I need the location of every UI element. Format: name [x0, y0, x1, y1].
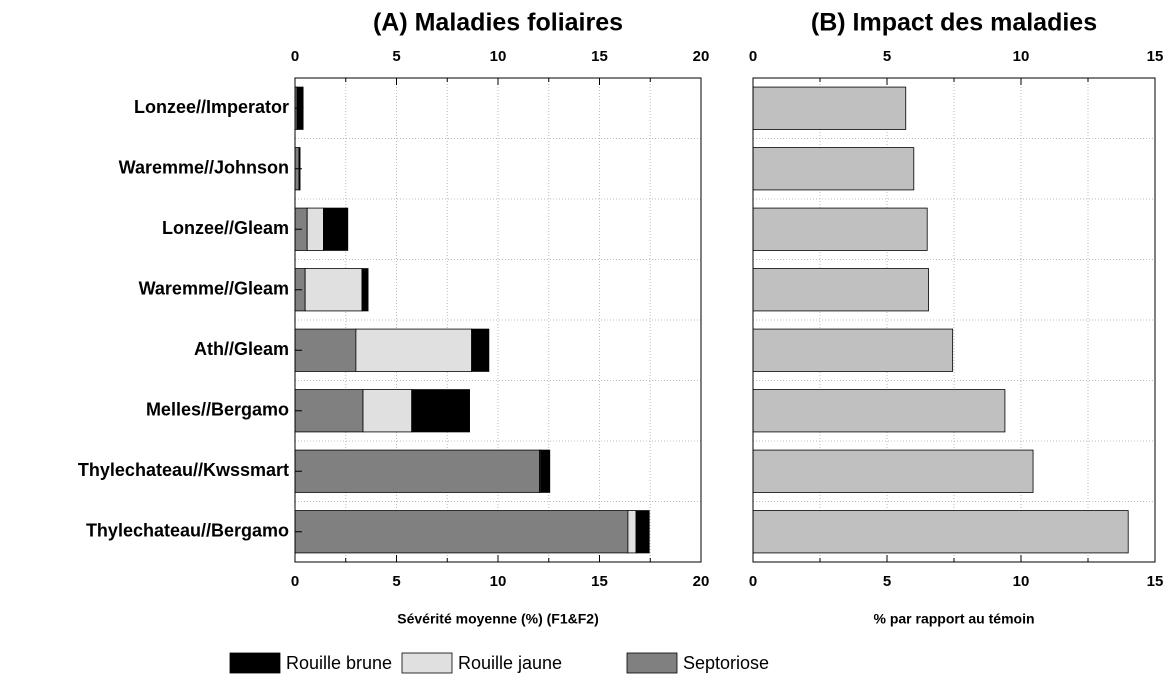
x-tick-label-top: 5 — [883, 48, 891, 65]
y-tick-label: Thylechateau//Bergamo — [86, 521, 289, 541]
y-tick-label: Lonzee//Gleam — [162, 218, 289, 238]
x-tick-label: 20 — [693, 573, 710, 590]
bar-segment — [635, 510, 650, 554]
bar-segment — [304, 268, 363, 312]
x-tick-label-top: 0 — [749, 48, 757, 65]
legend-swatch — [626, 652, 678, 674]
bar-segment — [471, 328, 490, 372]
bar — [752, 328, 954, 372]
y-tick-label: Lonzee//Imperator — [134, 97, 289, 117]
x-tick-label-top: 10 — [1013, 48, 1030, 65]
bar — [752, 449, 1034, 493]
bar-segment — [362, 389, 413, 433]
bar-segment — [411, 389, 470, 433]
x-tick-label-top: 15 — [1147, 48, 1164, 65]
bar-segment — [361, 268, 369, 312]
legend-label: Rouille jaune — [458, 653, 562, 673]
x-tick-label: 15 — [1147, 573, 1164, 590]
x-tick-label: 5 — [392, 573, 400, 590]
x-tick-label-top: 0 — [291, 48, 299, 65]
x-tick-label-top: 15 — [591, 48, 608, 65]
x-tick-label-top: 20 — [693, 48, 710, 65]
bar-segment — [323, 207, 349, 251]
x-tick-label-top: 5 — [392, 48, 400, 65]
bar — [752, 147, 915, 191]
legend-label: Rouille brune — [286, 653, 392, 673]
bar-segment — [294, 389, 364, 433]
x-tick-label: 10 — [490, 573, 507, 590]
x-tick-label: 0 — [749, 573, 757, 590]
bar-segment — [355, 328, 473, 372]
x-tick-label: 5 — [883, 573, 891, 590]
legend-label: Septoriose — [683, 653, 769, 673]
x-tick-label: 0 — [291, 573, 299, 590]
legend-swatch — [401, 652, 453, 674]
chart-title: (A) Maladies foliaires — [373, 9, 623, 37]
legend-swatch — [229, 652, 281, 674]
plot-frame — [752, 77, 1156, 563]
x-tick-label-top: 10 — [490, 48, 507, 65]
bar-segment — [306, 207, 324, 251]
y-tick-label: Waremme//Gleam — [139, 279, 289, 299]
y-tick-label: Melles//Bergamo — [146, 400, 289, 420]
bar — [752, 86, 907, 130]
bar-segment — [294, 449, 541, 493]
bar-segment — [540, 449, 551, 493]
bar — [752, 510, 1129, 554]
y-tick-label: Waremme//Johnson — [119, 158, 289, 178]
bar-segment — [294, 510, 629, 554]
x-axis-label: Sévérité moyenne (%) (F1&F2) — [397, 611, 599, 627]
bar-segment — [627, 510, 637, 554]
bar — [752, 268, 929, 312]
y-tick-label: Ath//Gleam — [194, 339, 289, 359]
bar — [752, 207, 928, 251]
chart-title: (B) Impact des maladies — [811, 9, 1097, 37]
x-tick-label: 15 — [591, 573, 608, 590]
x-tick-label: 10 — [1013, 573, 1030, 590]
bar — [752, 389, 1006, 433]
y-tick-label: Thylechateau//Kwssmart — [78, 460, 289, 480]
x-axis-label: % par rapport au témoin — [873, 611, 1034, 627]
plot-frame — [294, 77, 702, 563]
bar-segment — [294, 328, 357, 372]
